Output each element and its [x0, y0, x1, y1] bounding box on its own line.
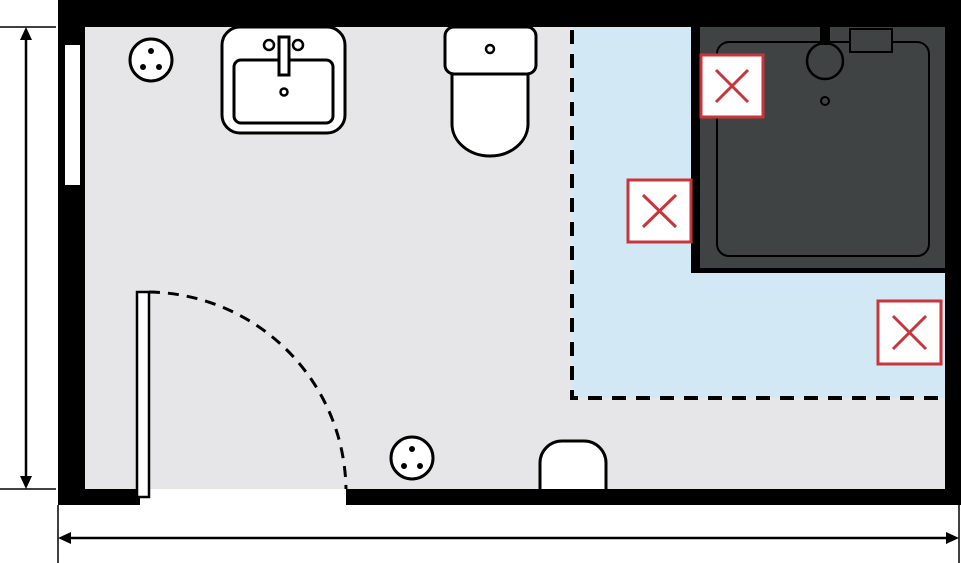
- dimension-line-height: [0, 26, 56, 490]
- floor-socket-bottom: [389, 435, 435, 481]
- toilet: [443, 25, 538, 158]
- floor-socket-top: [128, 37, 174, 83]
- prohibited-mark-2: [626, 178, 693, 244]
- prohibited-mark-1: [699, 53, 765, 119]
- wall-top: [58, 0, 961, 27]
- radiator: [538, 439, 608, 489]
- wall-right: [945, 0, 961, 505]
- dimension-line-width: [57, 505, 960, 563]
- door: [135, 290, 348, 499]
- prohibited-mark-3: [876, 299, 943, 366]
- window: [63, 43, 82, 187]
- washbasin: [220, 25, 347, 135]
- wet-zone-boundary: [570, 30, 945, 400]
- wall-bottom-right: [346, 489, 961, 505]
- wall-bottom-left: [58, 489, 140, 505]
